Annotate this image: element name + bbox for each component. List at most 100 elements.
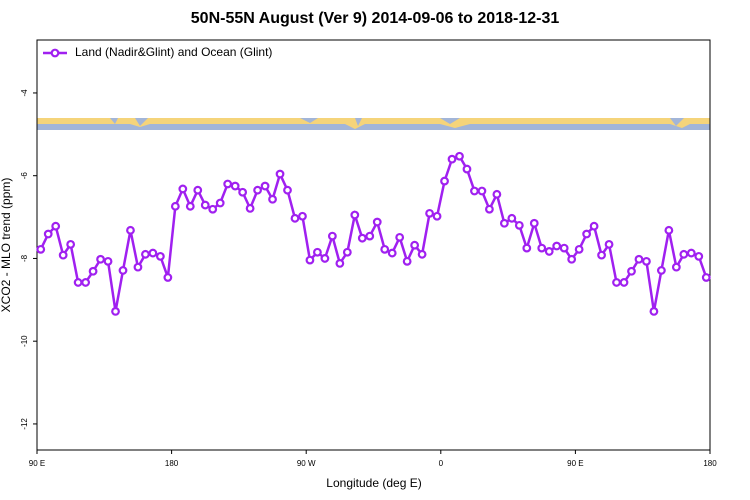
data-point <box>514 220 524 230</box>
data-point <box>223 179 233 189</box>
data-point <box>178 184 188 194</box>
data-point <box>163 273 173 282</box>
data-point <box>275 169 285 179</box>
data-point <box>88 266 98 276</box>
data-point <box>298 211 307 221</box>
data-point <box>305 255 315 265</box>
data-point <box>313 247 322 257</box>
data-point <box>320 254 330 263</box>
data-point <box>395 232 405 242</box>
data-point <box>462 164 472 174</box>
data-point <box>671 262 681 272</box>
data-point <box>111 307 120 316</box>
data-point <box>155 251 165 261</box>
data-point <box>357 233 367 243</box>
y-axis-label: XCO2 - MLO trend (ppm) <box>0 178 13 313</box>
data-point <box>492 189 502 199</box>
data-point <box>342 247 352 257</box>
data-point <box>686 248 696 258</box>
y-tick-label: -8 <box>20 254 29 262</box>
data-point <box>81 278 91 287</box>
data-point <box>335 259 345 268</box>
data-point <box>656 266 666 275</box>
y-tick-label: -6 <box>20 172 29 180</box>
data-point <box>51 221 61 231</box>
data-point <box>522 243 532 253</box>
y-tick-label: -10 <box>20 335 29 347</box>
data-point <box>425 208 434 218</box>
data-point <box>597 250 606 260</box>
data-point <box>133 262 143 272</box>
data-point <box>642 256 651 266</box>
data-point <box>200 200 210 210</box>
data-point <box>365 231 375 241</box>
data-point <box>574 244 584 254</box>
data-point <box>529 218 539 228</box>
data-point <box>387 248 397 258</box>
x-tick-label: 0 <box>439 459 444 468</box>
data-point <box>470 186 479 196</box>
data-point <box>417 249 427 259</box>
data-point <box>619 278 629 287</box>
data-point <box>402 256 412 266</box>
data-point <box>103 256 113 266</box>
data-point <box>290 213 300 223</box>
data-point <box>701 273 711 282</box>
data-point <box>245 203 255 213</box>
data-point <box>627 266 636 276</box>
data-point <box>58 250 68 260</box>
data-point <box>537 243 547 253</box>
y-tick-label: -12 <box>20 418 29 430</box>
data-point <box>440 176 449 186</box>
x-tick-label: 90 W <box>297 459 316 468</box>
data-point <box>170 201 180 211</box>
data-point <box>208 204 218 214</box>
chart-title: 50N-55N August (Ver 9) 2014-09-06 to 201… <box>191 10 560 27</box>
data-point <box>230 181 240 191</box>
data-point <box>148 248 158 258</box>
data-point <box>238 187 248 197</box>
data-point <box>96 254 105 264</box>
data-point <box>215 198 225 208</box>
data-point <box>455 151 464 161</box>
data-point <box>350 210 360 220</box>
data-point <box>66 239 76 249</box>
x-tick-label: 180 <box>703 459 717 468</box>
data-point <box>372 217 382 227</box>
data-point <box>634 254 644 264</box>
data-point <box>126 225 135 235</box>
data-point <box>260 181 270 191</box>
data-point <box>507 213 517 223</box>
data-point <box>432 211 442 221</box>
legend-marker <box>50 48 60 58</box>
data-point <box>567 254 577 264</box>
data-point <box>679 249 689 259</box>
x-tick-label: 90 E <box>567 459 583 468</box>
data-point <box>589 221 599 231</box>
data-point <box>283 185 292 195</box>
plot-frame <box>36 39 711 451</box>
legend-label: Land (Nadir&Glint) and Ocean (Glint) <box>75 45 272 59</box>
data-point <box>649 307 659 316</box>
data-point <box>118 266 128 275</box>
x-tick-label: 90 E <box>29 459 45 468</box>
data-point <box>604 239 614 249</box>
data-point <box>499 218 509 228</box>
data-point <box>559 243 569 253</box>
y-tick-label: -4 <box>20 89 29 97</box>
data-point <box>193 185 203 195</box>
data-point <box>582 229 592 239</box>
data-point <box>380 244 390 254</box>
data-point <box>694 251 704 261</box>
data-point <box>485 204 494 214</box>
data-point <box>185 201 195 211</box>
data-point <box>73 278 83 287</box>
data-point <box>253 185 262 195</box>
data-point <box>410 240 420 250</box>
data-point <box>477 186 487 196</box>
data-point <box>664 225 674 235</box>
data-point <box>268 194 277 204</box>
data-point <box>141 249 150 259</box>
data-point <box>327 231 337 241</box>
